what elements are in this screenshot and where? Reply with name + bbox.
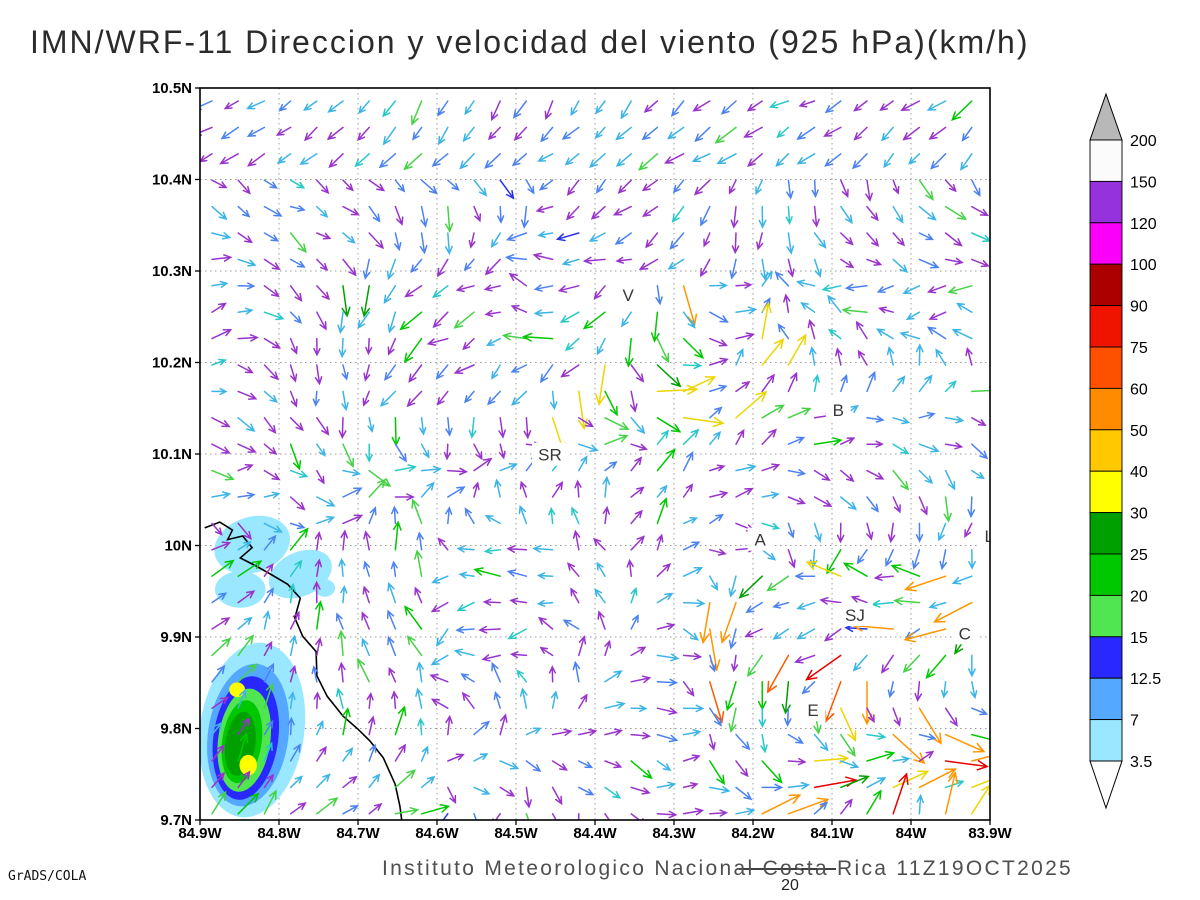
- map-content: V B SR A SJ C E L: [200, 100, 993, 820]
- reference-vector-label: 20: [781, 877, 799, 894]
- shaded-region: [215, 571, 266, 608]
- colorbar-label: 40: [1130, 464, 1148, 481]
- colorbar-label: 100: [1130, 257, 1157, 274]
- x-axis-label: 84.9W: [178, 825, 222, 842]
- colorbar-label: 7: [1130, 713, 1139, 730]
- y-axis-label: 10N: [164, 538, 192, 555]
- colorbar-label: 120: [1130, 216, 1157, 233]
- station-label-bg: [976, 523, 990, 547]
- station-label: V: [623, 286, 635, 305]
- y-axis-label: 10.2N: [152, 355, 192, 372]
- station-label: B: [833, 401, 844, 420]
- station-label-bg: [747, 527, 773, 551]
- wind-vectors: [200, 100, 990, 820]
- station-label: SR: [538, 446, 562, 465]
- colorbar-label: 12.5: [1130, 671, 1161, 688]
- axis-ticks: [195, 87, 991, 825]
- colorbar-band: [1089, 305, 1123, 348]
- colorbar-label: 25: [1130, 547, 1148, 564]
- colorbar-label: 20: [1130, 588, 1148, 605]
- colorbar-band: [1089, 594, 1123, 638]
- colorbar-band: [1089, 429, 1123, 472]
- shaded-region: [214, 515, 290, 574]
- colorbar-label: 75: [1130, 340, 1148, 357]
- colorbar-label: 200: [1130, 133, 1157, 150]
- colorbar-label: 150: [1130, 174, 1157, 191]
- colorbar-under-arrow: [1089, 760, 1123, 810]
- colorbar-label: 50: [1130, 423, 1148, 440]
- x-axis-label: 84.2W: [731, 825, 775, 842]
- x-axis-label: 84W: [896, 825, 928, 842]
- x-axis-label: 84.7W: [336, 825, 380, 842]
- station-label: A: [754, 531, 766, 550]
- x-axis-label: 84.4W: [573, 825, 617, 842]
- y-axis-label: 10.4N: [152, 172, 192, 189]
- x-axis-label: 84.5W: [494, 825, 538, 842]
- station-label-bg: [531, 442, 568, 466]
- x-axis-label: 84.8W: [257, 825, 301, 842]
- y-axis-label: 9.9N: [160, 629, 192, 646]
- y-axis-label: 10.1N: [152, 446, 192, 463]
- colorbar-band: [1089, 636, 1123, 679]
- y-axis-label: 10.3N: [152, 263, 192, 280]
- colorbar: 200 150 120 100 90 75 60 50 40 30 25 20 15 12.5 7 3.5: [1089, 92, 1161, 810]
- colorbar-band: [1089, 677, 1123, 721]
- colorbar-label: 30: [1130, 506, 1148, 523]
- colorbar-band: [1089, 387, 1123, 431]
- shaded-region: [314, 579, 336, 597]
- colorbar-band: [1089, 719, 1123, 762]
- colorbar-band: [1089, 263, 1123, 307]
- colorbar-label: 15: [1130, 630, 1148, 647]
- colorbar-band: [1089, 470, 1123, 514]
- station-label-bg: [615, 283, 641, 307]
- station-label: L: [984, 527, 993, 546]
- chart-title: IMN/WRF-11 Direccion y velocidad del vie…: [30, 24, 1030, 60]
- colorbar-label: 90: [1130, 299, 1148, 316]
- station-label: E: [807, 701, 818, 720]
- y-axis-label: 10.5N: [152, 80, 192, 97]
- station-label-bg: [952, 621, 978, 645]
- x-axis-label: 84.6W: [415, 825, 459, 842]
- x-axis-label: 84.1W: [810, 825, 854, 842]
- y-axis-label: 9.7N: [160, 812, 192, 829]
- colorbar-band: [1089, 553, 1123, 596]
- station-label-bg: [825, 398, 851, 422]
- station-label: SJ: [845, 606, 865, 625]
- footer-institute: Instituto Meteorologico Nacional Costa R…: [382, 857, 1074, 880]
- colorbar-band: [1089, 139, 1123, 182]
- colorbar-over-arrow: [1089, 92, 1123, 141]
- y-axis-label: 9.8N: [160, 721, 192, 738]
- station-label-bg: [800, 698, 826, 722]
- x-axis-label: 84.3W: [652, 825, 696, 842]
- colorbar-band: [1089, 512, 1123, 555]
- colorbar-band: [1089, 346, 1123, 389]
- grid-lines: [200, 88, 990, 820]
- colorbar-band: [1089, 180, 1123, 224]
- colorbar-band: [1089, 222, 1123, 265]
- colorbar-label: 60: [1130, 381, 1148, 398]
- shaded-region: [239, 754, 257, 776]
- x-axis-label: 83.9W: [968, 825, 1012, 842]
- colorbar-label: 3.5: [1130, 754, 1152, 771]
- station-label-bg: [836, 603, 873, 627]
- station-label: C: [959, 624, 971, 643]
- grads-credit: GrADS/COLA: [8, 869, 87, 884]
